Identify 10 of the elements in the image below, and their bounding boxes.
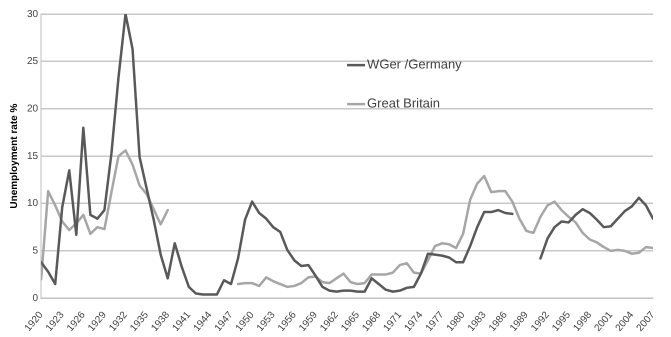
legend-label: Great Britain xyxy=(367,96,440,111)
y-tick-label: 10 xyxy=(27,198,39,210)
y-tick-label: 20 xyxy=(27,104,39,114)
legend-label: WGer /Germany xyxy=(367,56,462,72)
y-tick-label: 30 xyxy=(27,8,39,20)
y-tick-label: 25 xyxy=(27,56,39,68)
y-tick-label: 0 xyxy=(32,292,39,304)
y-tick-label: 5 xyxy=(32,246,39,257)
y-axis-title: Unemployment rate % xyxy=(8,104,20,209)
y-tick-label: 15 xyxy=(27,150,39,162)
